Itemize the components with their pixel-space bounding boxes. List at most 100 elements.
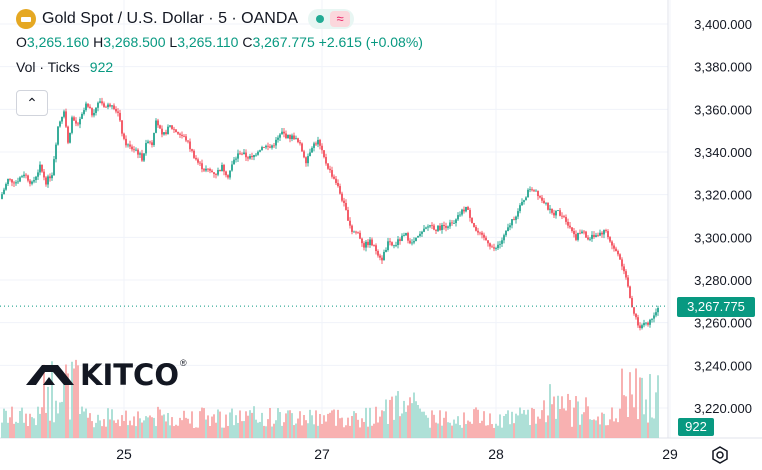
volume-tag: 922 <box>678 418 714 436</box>
volume-bar <box>69 419 71 438</box>
candle-body <box>519 205 521 212</box>
volume-bar <box>441 425 443 438</box>
symbol-title[interactable]: Gold Spot / U.S. Dollar · 5 · OANDA <box>42 10 299 27</box>
volume-bar <box>143 420 145 438</box>
candle-body <box>635 313 637 318</box>
candle-body <box>237 153 239 159</box>
volume-bar <box>479 423 481 438</box>
volume-bar <box>229 412 231 438</box>
candle-body <box>221 164 223 172</box>
volume-bar <box>601 412 603 438</box>
candle-body <box>3 189 5 195</box>
volume-bar <box>21 407 23 438</box>
volume-bar <box>569 399 571 438</box>
candle-body <box>649 319 651 325</box>
volume-bar <box>71 361 73 438</box>
candle-body <box>139 153 141 155</box>
candle-body <box>389 241 391 243</box>
status-pill[interactable]: ≈ <box>308 9 355 29</box>
volume-bar <box>581 414 583 438</box>
candle-body <box>379 255 381 258</box>
x-tick-label: 27 <box>314 446 330 462</box>
volume-bar <box>373 423 375 438</box>
candle-body <box>343 200 345 203</box>
volume-bar <box>265 426 267 438</box>
volume-bar <box>383 411 385 438</box>
candle-body <box>145 143 147 154</box>
candle-body <box>193 150 195 158</box>
volume-bar <box>11 406 13 438</box>
volume-bar <box>191 411 193 438</box>
candle-body <box>203 169 205 171</box>
candle-body <box>597 235 599 237</box>
volume-bar <box>515 413 517 438</box>
collapse-legend-button[interactable]: ⌃ <box>16 90 48 116</box>
high-label: H <box>93 34 104 50</box>
candle-body <box>55 144 57 160</box>
candle-body <box>155 120 157 133</box>
delayed-data-icon[interactable]: ≈ <box>330 11 351 27</box>
volume-bar <box>193 427 195 438</box>
candle-body <box>499 243 501 245</box>
volume-bar <box>423 411 425 438</box>
candle-body <box>199 162 201 164</box>
volume-bar <box>613 421 615 438</box>
settings-icon[interactable] <box>710 446 730 464</box>
candle-body <box>239 153 241 155</box>
ohlc-row: O3,265.160 H3,268.500 L3,265.110 C3,267.… <box>16 34 423 54</box>
candle-body <box>305 157 307 164</box>
candle-body <box>601 232 603 235</box>
volume-bar <box>451 425 453 438</box>
volume-bar <box>511 411 513 438</box>
volume-bar <box>471 423 473 438</box>
volume-legend[interactable]: Vol · Ticks 922 <box>16 59 423 79</box>
kitco-mark-icon <box>26 365 74 385</box>
volume-bar <box>641 377 643 438</box>
candle-body <box>427 226 429 228</box>
candle-body <box>103 103 105 107</box>
candle-body <box>107 104 109 108</box>
candle-body <box>623 266 625 272</box>
volume-bar <box>175 424 177 438</box>
close-value: 3,267.775 <box>252 34 315 50</box>
volume-bar <box>323 415 325 438</box>
candle-body <box>205 168 207 171</box>
candle-body <box>609 237 611 242</box>
candle-body <box>293 135 295 140</box>
candle-body <box>583 231 585 233</box>
candle-body <box>323 150 325 158</box>
candle-body <box>425 227 427 229</box>
volume-bar <box>429 427 431 438</box>
candle-body <box>467 206 469 210</box>
candle-body <box>319 139 321 146</box>
candle-body <box>129 144 131 147</box>
candle-body <box>331 170 333 177</box>
volume-bar <box>421 411 423 438</box>
volume-bar <box>527 409 529 438</box>
volume-bar <box>595 420 597 438</box>
volume-bar <box>171 417 173 438</box>
volume-bar <box>85 408 87 438</box>
volume-bar <box>431 410 433 438</box>
candle-body <box>303 151 305 158</box>
volume-bar <box>655 392 657 438</box>
candle-body <box>269 146 271 148</box>
candle-body <box>355 231 357 233</box>
volume-bar <box>369 407 371 438</box>
volume-bar <box>325 421 327 438</box>
candle-body <box>335 178 337 183</box>
volume-bar <box>555 418 557 438</box>
volume-bar <box>329 412 331 438</box>
volume-bar <box>15 421 17 438</box>
volume-value: 922 <box>89 59 114 75</box>
candle-body <box>127 144 129 146</box>
candle-body <box>383 251 385 261</box>
volume-bar <box>137 411 139 438</box>
gold-icon[interactable] <box>16 9 36 29</box>
volume-bar <box>89 413 91 438</box>
candle-body <box>589 238 591 240</box>
volume-bar <box>95 422 97 438</box>
candle-body <box>399 239 401 241</box>
